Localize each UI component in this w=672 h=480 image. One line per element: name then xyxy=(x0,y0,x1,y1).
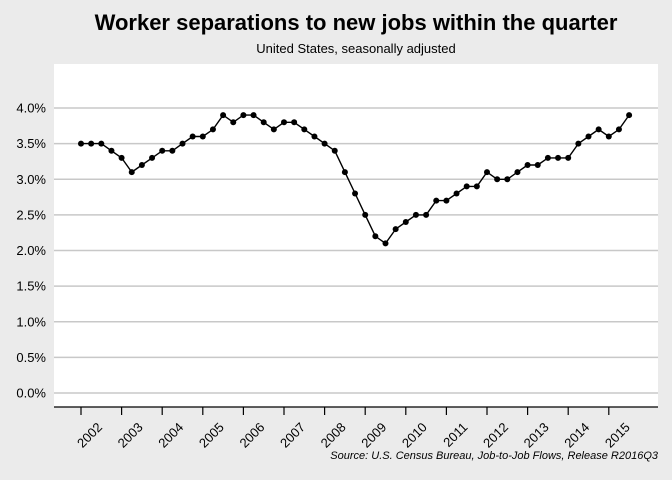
data-point xyxy=(301,126,308,133)
x-tick-label: 2008 xyxy=(318,420,349,451)
data-point xyxy=(108,147,115,154)
data-point xyxy=(534,162,541,168)
data-point xyxy=(412,211,419,218)
data-point xyxy=(484,169,490,176)
data-point xyxy=(321,140,328,147)
data-point xyxy=(78,140,84,147)
data-point xyxy=(392,226,399,233)
data-point xyxy=(615,126,622,133)
data-point xyxy=(250,112,257,119)
data-point xyxy=(270,126,277,133)
data-point xyxy=(544,154,551,161)
data-point xyxy=(453,190,460,197)
data-point xyxy=(626,112,633,119)
data-point xyxy=(494,176,501,183)
y-tick-label: 3.0% xyxy=(16,172,46,187)
data-point xyxy=(169,147,176,154)
chart-title: Worker separations to new jobs within th… xyxy=(94,10,618,35)
data-point xyxy=(281,119,287,126)
x-tick-label: 2011 xyxy=(440,420,470,450)
data-point xyxy=(423,211,430,218)
y-tick-label: 1.0% xyxy=(16,314,46,329)
data-point xyxy=(179,140,186,147)
data-point xyxy=(230,119,237,126)
data-point xyxy=(575,140,582,147)
x-tick-label: 2005 xyxy=(196,420,227,451)
y-tick-label: 4.0% xyxy=(16,101,46,116)
plot-background xyxy=(54,64,658,407)
x-tick-label: 2004 xyxy=(155,420,186,451)
data-point xyxy=(118,154,125,161)
data-point xyxy=(473,183,480,190)
data-point xyxy=(402,219,409,225)
data-point xyxy=(199,133,206,140)
x-tick-label: 2003 xyxy=(115,420,146,451)
y-tick-label: 0.5% xyxy=(16,350,46,365)
data-point xyxy=(138,162,145,168)
data-point xyxy=(220,112,227,119)
data-point xyxy=(443,197,450,204)
data-point xyxy=(514,169,521,176)
y-tick-label: 1.5% xyxy=(16,279,46,294)
data-point xyxy=(98,140,105,147)
chart-subtitle: United States, seasonally adjusted xyxy=(256,41,456,56)
data-point xyxy=(605,133,612,140)
data-point xyxy=(260,119,267,126)
data-point xyxy=(149,154,156,161)
data-point xyxy=(372,233,379,240)
data-point xyxy=(565,154,572,161)
x-tick-label: 2007 xyxy=(277,420,308,451)
data-point xyxy=(362,211,369,218)
y-tick-label: 0.0% xyxy=(16,386,46,401)
source-note: Source: U.S. Census Bureau, Job-to-Job F… xyxy=(330,450,658,462)
data-point xyxy=(595,126,602,133)
data-point xyxy=(585,133,592,140)
x-tick-label: 2009 xyxy=(358,420,389,451)
data-point xyxy=(311,133,318,140)
x-tick-label: 2002 xyxy=(74,420,105,451)
x-tick-label: 2014 xyxy=(561,420,592,451)
y-tick-label: 3.5% xyxy=(16,136,46,151)
data-point xyxy=(504,176,511,183)
data-point xyxy=(555,154,562,161)
data-point xyxy=(352,190,359,197)
x-tick-label: 2013 xyxy=(521,420,552,451)
data-point xyxy=(382,240,389,247)
y-tick-label: 2.0% xyxy=(16,243,46,258)
data-point xyxy=(209,126,216,133)
data-point xyxy=(240,112,247,119)
data-point xyxy=(463,183,470,190)
data-point xyxy=(433,197,440,204)
data-point xyxy=(291,119,298,126)
data-point xyxy=(128,169,135,176)
data-point xyxy=(189,133,196,140)
data-point xyxy=(524,162,531,168)
y-tick-label: 2.5% xyxy=(16,207,46,222)
data-point xyxy=(331,147,338,154)
x-tick-label: 2006 xyxy=(236,420,267,451)
x-tick-label: 2010 xyxy=(399,420,430,451)
x-tick-label: 2012 xyxy=(480,420,511,451)
x-tick-label: 2015 xyxy=(602,420,633,451)
data-point xyxy=(88,140,95,147)
data-point xyxy=(341,169,348,176)
data-point xyxy=(159,147,166,154)
